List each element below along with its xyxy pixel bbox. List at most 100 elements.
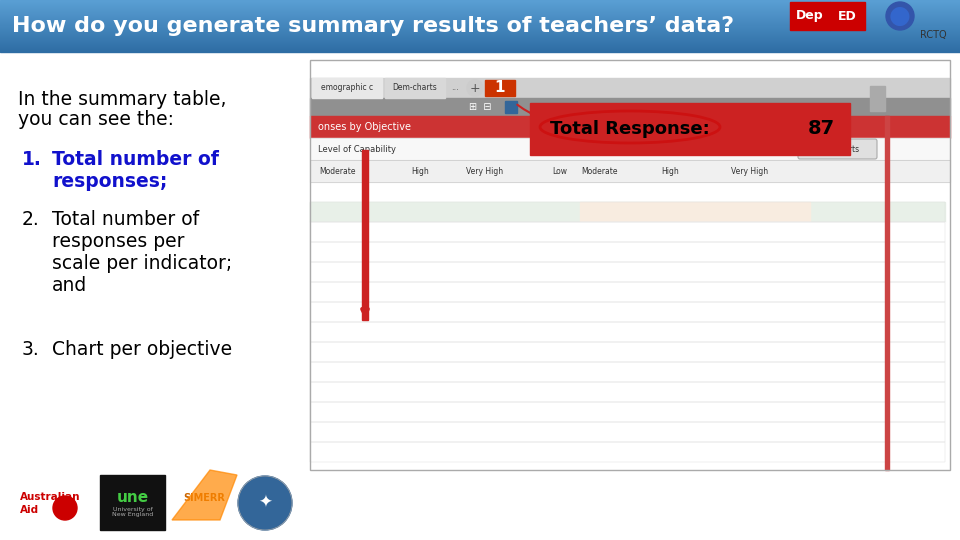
Bar (0, 16, 960, 17)
Bar (310, 242, 945, 262)
Text: 2.: 2. (22, 210, 39, 229)
Bar (0, 40, 960, 41)
Text: Total Response:: Total Response: (550, 120, 709, 138)
Bar (0, 28, 960, 29)
Text: une: une (117, 490, 149, 505)
Bar (312, 78, 382, 98)
Bar (0, 10, 960, 11)
Text: Aid: Aid (20, 505, 39, 515)
Text: Level of Capability: Level of Capability (318, 145, 396, 153)
Bar (0, 6, 960, 7)
Bar (310, 362, 945, 382)
Bar (362, 150, 368, 320)
Text: Moderate: Moderate (582, 166, 618, 176)
Bar (310, 322, 945, 342)
Circle shape (467, 80, 483, 96)
Bar (0, 15, 960, 16)
Bar (0, 18, 960, 19)
Bar (0, 4, 960, 5)
Bar (310, 302, 945, 322)
Text: ●: ● (889, 4, 911, 28)
Bar (0, 37, 960, 38)
Bar (580, 442, 810, 462)
Bar (580, 282, 810, 302)
Text: emographic c: emographic c (321, 84, 373, 92)
Bar (310, 160, 950, 182)
FancyArrowPatch shape (517, 105, 628, 127)
Circle shape (53, 496, 77, 520)
Bar (0, 9, 960, 10)
Bar (0, 45, 960, 46)
Text: 1: 1 (494, 80, 505, 96)
Bar (0, 12, 960, 13)
Text: Total Response: Total Response (560, 123, 628, 132)
Bar (870, 86, 885, 111)
Bar (310, 222, 945, 242)
Bar (0, 33, 960, 34)
Text: Total number of: Total number of (52, 210, 199, 229)
Bar (0, 27, 960, 28)
Text: High: High (411, 166, 429, 176)
Bar (0, 46, 960, 47)
Polygon shape (172, 470, 237, 520)
Bar (580, 382, 810, 402)
Bar (12, 475, 92, 530)
Bar (0, 1, 960, 2)
Text: +: + (469, 82, 480, 94)
Bar (310, 382, 945, 402)
Bar (0, 44, 960, 45)
Bar (0, 3, 960, 4)
Bar (0, 50, 960, 51)
Bar (310, 282, 945, 302)
Bar (580, 362, 810, 382)
Bar (0, 36, 960, 37)
Bar (0, 30, 960, 31)
Bar (100, 475, 165, 530)
Text: Total number of: Total number of (52, 150, 219, 169)
Bar (310, 422, 945, 442)
Text: How do you generate summary results of teachers’ data?: How do you generate summary results of t… (12, 16, 734, 36)
Text: In the summary table,: In the summary table, (18, 90, 227, 109)
Text: Hide Charts: Hide Charts (814, 145, 859, 153)
Text: High: High (661, 166, 679, 176)
Bar (310, 362, 945, 382)
Bar (0, 20, 960, 21)
Text: onses by Objective: onses by Objective (318, 122, 411, 132)
Text: 3.: 3. (22, 340, 39, 359)
Bar (0, 0, 960, 1)
FancyBboxPatch shape (798, 139, 877, 159)
Bar (310, 60, 950, 470)
Bar (885, 116, 889, 470)
Bar (0, 31, 960, 32)
Bar (310, 160, 950, 182)
Bar (310, 422, 945, 442)
Text: Very High: Very High (467, 166, 504, 176)
Text: Chart per objective: Chart per objective (52, 340, 232, 359)
Bar (0, 26, 960, 27)
Bar (0, 39, 960, 40)
Bar (0, 32, 960, 33)
Bar (580, 302, 810, 322)
Bar (310, 138, 950, 160)
Text: scale per indicator;: scale per indicator; (52, 254, 232, 273)
Text: ED: ED (838, 10, 856, 23)
Bar (550, 116, 710, 138)
Text: RCTQ: RCTQ (920, 30, 947, 40)
Bar (310, 116, 950, 138)
Bar (580, 402, 810, 422)
Bar (310, 442, 945, 462)
Bar (0, 5, 960, 6)
Bar (310, 402, 945, 422)
Bar (310, 98, 950, 116)
Text: University of
New England: University of New England (112, 507, 154, 517)
Bar (485, 80, 515, 96)
Bar (0, 17, 960, 18)
Bar (385, 78, 445, 98)
Bar (310, 402, 945, 422)
Bar (580, 242, 810, 262)
Bar (310, 60, 950, 470)
Bar (0, 49, 960, 50)
Text: Very High: Very High (732, 166, 769, 176)
Bar (310, 382, 945, 402)
Bar (0, 43, 960, 44)
